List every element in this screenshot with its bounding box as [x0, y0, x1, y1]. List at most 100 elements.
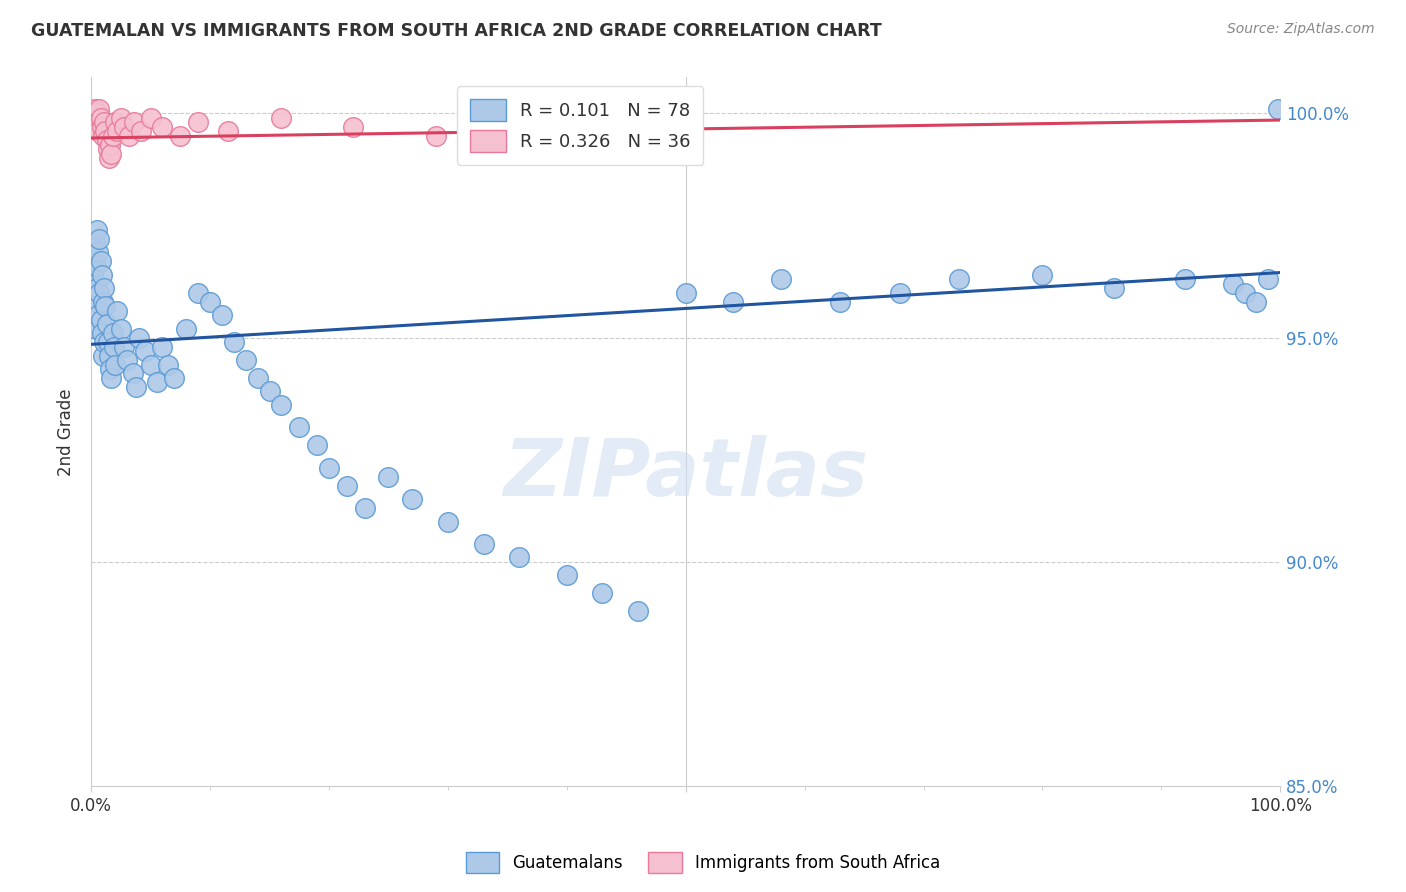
Point — [1031, 268, 1053, 282]
Text: ZIPatlas: ZIPatlas — [503, 435, 869, 513]
Point — [86, 281, 108, 295]
Point — [87, 115, 110, 129]
Point — [401, 491, 423, 506]
Point — [288, 420, 311, 434]
Point — [1246, 294, 1268, 309]
Point — [89, 285, 111, 300]
Point — [1267, 102, 1289, 116]
Point — [353, 501, 375, 516]
Point — [122, 115, 145, 129]
Point — [889, 285, 911, 300]
Point — [769, 272, 792, 286]
Point — [377, 469, 399, 483]
Point — [336, 478, 359, 492]
Point — [96, 317, 118, 331]
Point — [110, 321, 132, 335]
Point — [163, 371, 186, 385]
Point — [89, 102, 111, 116]
Point — [129, 124, 152, 138]
Point — [174, 321, 197, 335]
Point — [425, 128, 447, 143]
Point — [145, 376, 167, 390]
Point — [83, 236, 105, 251]
Point — [1222, 277, 1244, 291]
Point — [82, 254, 104, 268]
Point — [118, 128, 141, 143]
Point — [90, 120, 112, 134]
Point — [152, 340, 174, 354]
Point — [94, 124, 117, 138]
Point — [104, 115, 127, 129]
Point — [187, 115, 209, 129]
Point — [591, 586, 613, 600]
Text: GUATEMALAN VS IMMIGRANTS FROM SOUTH AFRICA 2ND GRADE CORRELATION CHART: GUATEMALAN VS IMMIGRANTS FROM SOUTH AFRI… — [31, 22, 882, 40]
Point — [307, 438, 329, 452]
Point — [84, 120, 107, 134]
Point — [86, 106, 108, 120]
Point — [948, 272, 970, 286]
Point — [139, 111, 162, 125]
Point — [90, 312, 112, 326]
Point — [114, 340, 136, 354]
Point — [97, 142, 120, 156]
Point — [93, 115, 115, 129]
Point — [101, 326, 124, 340]
Point — [1174, 272, 1197, 286]
Point — [125, 380, 148, 394]
Point — [270, 111, 292, 125]
Point — [89, 232, 111, 246]
Point — [211, 308, 233, 322]
Point — [98, 151, 121, 165]
Point — [235, 353, 257, 368]
Point — [90, 254, 112, 268]
Point — [555, 568, 578, 582]
Point — [83, 102, 105, 116]
Point — [157, 358, 180, 372]
Point — [110, 111, 132, 125]
Point — [627, 604, 650, 618]
Point — [104, 358, 127, 372]
Point — [1102, 281, 1125, 295]
Point — [103, 340, 125, 354]
Point — [270, 398, 292, 412]
Point — [675, 285, 697, 300]
Point — [100, 146, 122, 161]
Point — [83, 115, 105, 129]
Y-axis label: 2nd Grade: 2nd Grade — [58, 388, 75, 475]
Point — [169, 128, 191, 143]
Point — [318, 460, 340, 475]
Point — [90, 326, 112, 340]
Point — [128, 330, 150, 344]
Point — [152, 120, 174, 134]
Point — [508, 550, 530, 565]
Point — [259, 384, 281, 399]
Point — [222, 335, 245, 350]
Point — [121, 367, 143, 381]
Point — [90, 111, 112, 125]
Point — [84, 321, 107, 335]
Point — [87, 245, 110, 260]
Point — [91, 128, 114, 143]
Point — [105, 124, 128, 138]
Point — [91, 349, 114, 363]
Point — [83, 272, 105, 286]
Point — [830, 294, 852, 309]
Point — [105, 303, 128, 318]
Point — [84, 259, 107, 273]
Point — [1233, 285, 1256, 300]
Point — [134, 344, 156, 359]
Legend: R = 0.101   N = 78, R = 0.326   N = 36: R = 0.101 N = 78, R = 0.326 N = 36 — [457, 87, 703, 165]
Legend: Guatemalans, Immigrants from South Africa: Guatemalans, Immigrants from South Afric… — [460, 846, 946, 880]
Point — [90, 268, 112, 282]
Point — [94, 299, 117, 313]
Point — [723, 294, 745, 309]
Point — [98, 349, 121, 363]
Point — [115, 353, 138, 368]
Point — [91, 294, 114, 309]
Point — [87, 308, 110, 322]
Point — [98, 137, 121, 152]
Point — [82, 111, 104, 125]
Point — [531, 115, 554, 129]
Point — [84, 111, 107, 125]
Point — [87, 124, 110, 138]
